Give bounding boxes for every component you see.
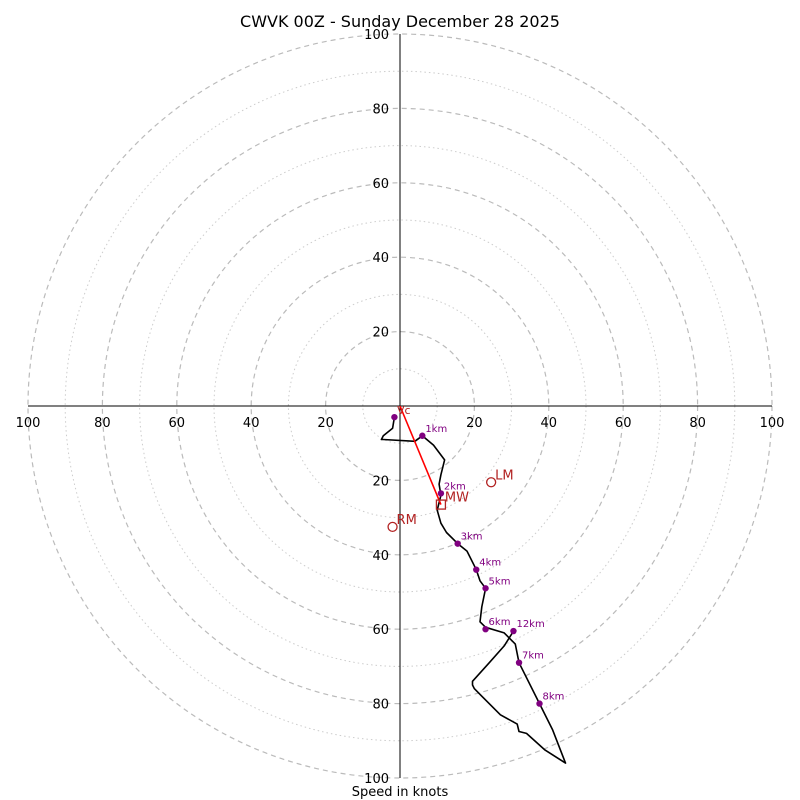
height-point (437, 490, 445, 497)
series (380, 405, 567, 764)
tick-label-down: 20 (372, 474, 389, 489)
height-point (482, 585, 489, 592)
height-point (419, 432, 426, 439)
storm-motion-marker (485, 477, 497, 488)
tick-label-left: 40 (243, 416, 260, 431)
tick-label-up: 80 (372, 102, 389, 117)
storm-motion-marker (387, 521, 398, 533)
tick-label-down: 100 (364, 772, 389, 787)
tick-label-up: 40 (372, 251, 389, 266)
storm-motion-label: Vc (397, 404, 411, 417)
tick-label-left: 60 (169, 416, 186, 431)
storm-motion-label: LM (495, 468, 513, 483)
x-axis-label: Speed in knots (352, 785, 449, 800)
chart-title: CWVK 00Z - Sunday December 28 2025 (240, 12, 560, 31)
height-point-label: 12km (516, 619, 544, 630)
tick-label-right: 60 (615, 416, 632, 431)
height-point-label: 7km (522, 651, 544, 662)
shear-vector-line (399, 405, 442, 505)
height-point-label: 5km (489, 576, 511, 587)
height-points: 1km 2km 3km 4km 5km 6km 7km 8km 12km (391, 413, 565, 707)
tick-label-right: 80 (689, 416, 706, 431)
height-point (536, 700, 543, 707)
tick-label-up: 100 (364, 28, 389, 43)
tick-label-left: 20 (317, 416, 334, 431)
tick-label-right: 40 (541, 416, 558, 431)
storm-motion-marker (435, 499, 447, 510)
height-point (482, 626, 489, 633)
hodograph-trace (380, 417, 567, 764)
tick-label-left: 100 (16, 416, 41, 431)
tick-label-down: 40 (372, 549, 389, 564)
height-point-label: 4km (479, 558, 501, 569)
tick-labels: 100 80 60 40 20 20 40 60 80 100 20 40 60 80 100 20 40 60 8… (16, 28, 785, 787)
height-point (473, 566, 480, 573)
height-point-label: 3km (461, 532, 483, 543)
height-point (454, 540, 461, 547)
height-point (510, 627, 517, 635)
height-point (391, 413, 398, 421)
storm-motion-label: MW (445, 491, 469, 506)
storm-motion-markers: LM RM MW Vc (387, 404, 514, 533)
tick-label-down: 80 (372, 698, 389, 713)
height-point-label: 1km (425, 424, 447, 435)
tick-label-down: 60 (372, 623, 389, 638)
height-point-label: 6km (489, 617, 511, 628)
height-point-label: 8km (543, 692, 565, 703)
tick-label-up: 60 (372, 177, 389, 192)
height-point-label: 2km (444, 481, 466, 492)
storm-motion-label: RM (397, 513, 417, 528)
tick-label-left: 80 (94, 416, 111, 431)
height-point (515, 659, 523, 666)
tick-label-up: 20 (372, 326, 389, 341)
tick-label-right: 20 (466, 416, 483, 431)
tick-label-right: 100 (760, 416, 785, 431)
